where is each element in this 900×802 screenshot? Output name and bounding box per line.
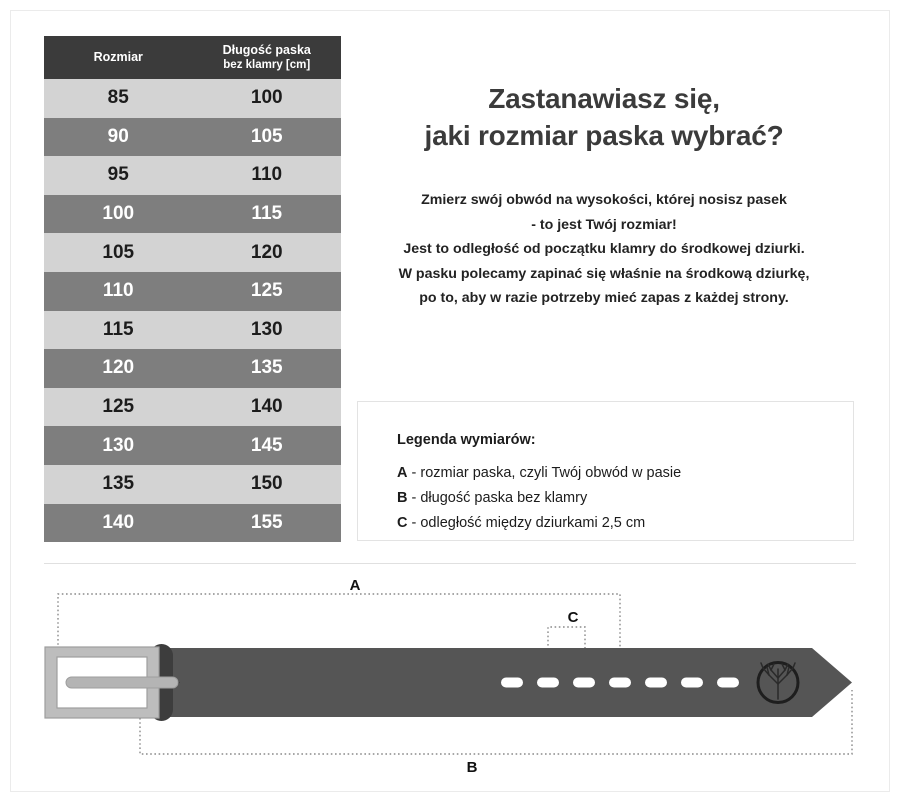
belt-hole (645, 677, 667, 688)
cell-length: 140 (192, 387, 341, 427)
legend-box: Legenda wymiarów: A - rozmiar paska, czy… (357, 401, 854, 541)
legend-content: Legenda wymiarów: A - rozmiar paska, czy… (358, 402, 853, 536)
legend-item: B - długość paska bez klamry (397, 486, 853, 511)
dimension-b-label: B (467, 759, 478, 776)
cell-length: 130 (192, 310, 341, 350)
legend-title: Legenda wymiarów: (397, 432, 536, 448)
cell-length: 155 (192, 503, 341, 543)
cell-size: 105 (44, 233, 193, 272)
cell-length: 115 (192, 194, 341, 234)
legend-item-key: A (397, 465, 408, 481)
tree-logo-ring (756, 661, 800, 704)
legend-item: C - odległość między dziurkami 2,5 cm (397, 511, 853, 536)
cell-size: 135 (44, 464, 193, 504)
dimension-b: B (139, 690, 853, 776)
belt-hole (717, 677, 739, 688)
belt-buckle-icon (44, 646, 179, 719)
belt-diagram-svg: A C (44, 577, 853, 776)
table-row: 115 130 (44, 310, 341, 350)
cell-size: 110 (44, 271, 193, 311)
cell-length: 110 (192, 156, 341, 195)
table-row: 140 155 (44, 503, 341, 543)
size-table: Rozmiar Długość paska bez klamry [cm] 85… (44, 36, 341, 543)
belt-hole (681, 677, 703, 688)
intro-line-1: Zmierz swój obwód na wysokości, której n… (421, 192, 787, 209)
belt-holes-icon (501, 677, 739, 688)
cell-size: 120 (44, 349, 193, 388)
tree-logo-branches (760, 662, 796, 700)
cell-size: 125 (44, 387, 193, 427)
table-head: Rozmiar Długość paska bez klamry [cm] (44, 36, 341, 79)
legend-item-key: B (397, 489, 408, 506)
legend-item-text: - odległość między dziurkami 2,5 cm (407, 514, 646, 531)
table-row: 135 150 (44, 464, 341, 504)
belt-hole (501, 677, 523, 688)
cell-length: 100 (192, 79, 341, 118)
intro-paragraph: Zmierz swój obwód na wysokości, której n… (352, 188, 856, 310)
table-row: 130 145 (44, 426, 341, 465)
cell-size: 140 (44, 503, 193, 543)
cell-size: 90 (44, 117, 193, 157)
tree-logo-icon (756, 661, 800, 704)
cell-size: 95 (44, 156, 193, 195)
column-header-length-main: Długość paska (222, 42, 311, 57)
legend-item-key: C (397, 514, 408, 531)
page-title: Zastanawiasz się, jaki rozmiar paska wyb… (352, 80, 856, 154)
table-row: 120 135 (44, 349, 341, 388)
cell-size: 115 (44, 310, 193, 350)
table-row: 100 115 (44, 194, 341, 234)
table-row: 95 110 (44, 156, 341, 195)
belt-hole (573, 677, 595, 688)
table-row: 110 125 (44, 271, 341, 311)
column-header-length: Długość paska bez klamry [cm] (192, 36, 341, 79)
column-header-length-sub: bez klamry [cm] (223, 59, 311, 72)
cell-size: 85 (44, 79, 193, 118)
table-row: 125 140 (44, 387, 341, 427)
cell-length: 145 (192, 426, 341, 465)
dimension-c-bracket (547, 626, 586, 654)
legend-item-text: - rozmiar paska, czyli Twój obwód w pasi… (407, 465, 682, 481)
legend-rows: A - rozmiar paska, czyli Twój obwód w pa… (397, 461, 853, 536)
intro-line-4: W pasku polecamy zapinać się właśnie na … (398, 265, 810, 282)
section-divider (44, 563, 856, 564)
cell-length: 125 (192, 271, 341, 311)
cell-size: 130 (44, 426, 193, 465)
belt-diagram: A C (0, 572, 900, 792)
belt-hole (609, 677, 631, 688)
table-row: 85 100 (44, 79, 341, 118)
table-row: 105 120 (44, 233, 341, 272)
dimension-c-label: C (568, 609, 579, 626)
table-header-row: Rozmiar Długość paska bez klamry [cm] (44, 36, 341, 79)
intro-line-2: - to jest Twój rozmiar! (531, 216, 677, 233)
column-header-size-label: Rozmiar (93, 49, 143, 64)
table-row: 90 105 (44, 117, 341, 157)
intro-line-3: Jest to odległość od początku klamry do … (403, 241, 805, 258)
page-title-line-2: jaki rozmiar paska wybrać? (424, 120, 784, 152)
dimension-a-line (57, 593, 621, 649)
right-column: Zastanawiasz się, jaki rozmiar paska wyb… (352, 80, 856, 311)
buckle-pin-bar (65, 676, 179, 689)
belt-hole (537, 677, 559, 688)
page-title-line-1: Zastanawiasz się, (488, 83, 720, 114)
cell-length: 135 (192, 349, 341, 388)
cell-length: 120 (192, 233, 341, 272)
dimension-a-label: A (350, 577, 361, 594)
legend-item: A - rozmiar paska, czyli Twój obwód w pa… (397, 461, 853, 486)
dimension-c: C (547, 609, 586, 654)
dimension-b-line (139, 690, 853, 755)
cell-length: 105 (192, 117, 341, 157)
intro-line-5: po to, aby w razie potrzeby mieć zapas z… (419, 290, 789, 307)
cell-size: 100 (44, 194, 193, 234)
legend-item-text: - długość paska bez klamry (407, 489, 588, 506)
table-body: 85 100 90 105 95 110 100 115 105 120 110 125 115 130 1… (44, 79, 341, 543)
dimension-a: A (57, 577, 621, 649)
column-header-size: Rozmiar (44, 36, 193, 79)
cell-length: 150 (192, 464, 341, 504)
